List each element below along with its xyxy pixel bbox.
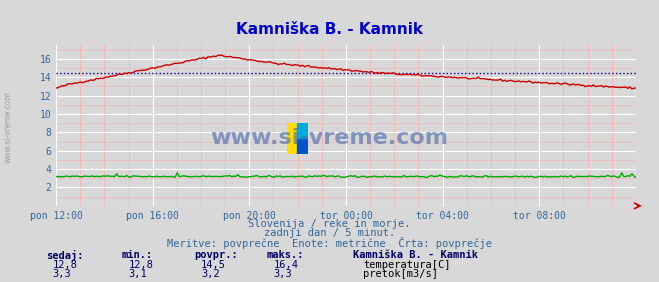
Text: povpr.:: povpr.:	[194, 250, 238, 260]
Text: min.:: min.:	[122, 250, 153, 260]
Text: www.si-vreme.com: www.si-vreme.com	[210, 128, 449, 148]
Text: 14,5: 14,5	[201, 259, 226, 270]
Text: temperatura[C]: temperatura[C]	[363, 259, 451, 270]
Text: zadnji dan / 5 minut.: zadnji dan / 5 minut.	[264, 228, 395, 239]
Text: 3,3: 3,3	[273, 269, 292, 279]
Text: 3,1: 3,1	[129, 269, 147, 279]
Text: 3,2: 3,2	[201, 269, 219, 279]
Text: maks.:: maks.:	[267, 250, 304, 260]
Bar	[297, 138, 308, 154]
Text: Kamniška B. - Kamnik: Kamniška B. - Kamnik	[236, 22, 423, 37]
Text: 16,4: 16,4	[273, 259, 299, 270]
Text: Kamniška B. - Kamnik: Kamniška B. - Kamnik	[353, 250, 478, 260]
Text: pretok[m3/s]: pretok[m3/s]	[363, 269, 438, 279]
Bar	[287, 123, 297, 154]
Text: Meritve: povprečne  Enote: metrične  Črta: povprečje: Meritve: povprečne Enote: metrične Črta:…	[167, 237, 492, 249]
Bar	[297, 123, 308, 138]
Text: 12,8: 12,8	[129, 259, 154, 270]
Text: 12,8: 12,8	[53, 259, 78, 270]
Text: Slovenija / reke in morje.: Slovenija / reke in morje.	[248, 219, 411, 229]
Text: sedaj:: sedaj:	[46, 250, 84, 261]
Text: 3,3: 3,3	[53, 269, 71, 279]
Text: www.si-vreme.com: www.si-vreme.com	[3, 91, 13, 163]
